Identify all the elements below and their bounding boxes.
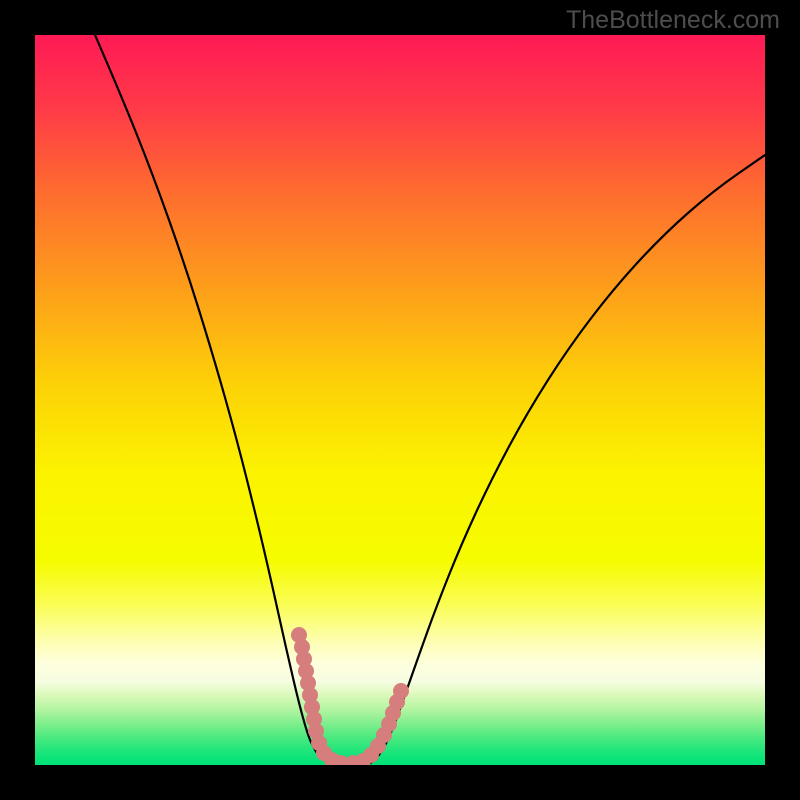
chart-container: TheBottleneck.com (0, 0, 800, 800)
trace-dot (393, 683, 409, 699)
trace-marker (291, 627, 409, 765)
right-curve (367, 155, 765, 765)
curve-layer (35, 35, 765, 765)
watermark-text: TheBottleneck.com (566, 6, 780, 35)
plot-area (35, 35, 765, 765)
